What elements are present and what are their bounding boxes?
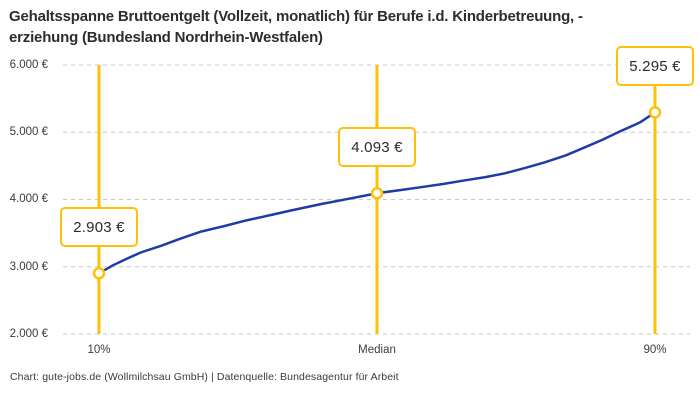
chart-title: Gehaltsspanne Bruttoentgelt (Vollzeit, m… [9, 6, 689, 48]
x-axis-tick-90pct: 90% [643, 344, 667, 356]
x-axis-tick-median: Median [358, 344, 396, 356]
chart-title-line-1: Gehaltsspanne Bruttoentgelt (Vollzeit, m… [9, 8, 583, 25]
y-axis-tick-3000: 3.000 € [9, 261, 48, 273]
value-label-10pct: 2.903 € [60, 207, 138, 248]
value-label-median: 4.093 € [338, 127, 416, 168]
y-axis-tick-5000: 5.000 € [9, 126, 48, 138]
data-point-marker [92, 267, 106, 280]
chart-title-line-2: erziehung (Bundesland Nordrhein-Westfale… [9, 29, 323, 46]
data-point-marker [370, 186, 384, 200]
chart-credit: Chart: gute-jobs.de (Wollmilchsau GmbH) … [10, 371, 399, 383]
y-axis-tick-6000: 6.000 € [9, 59, 48, 71]
data-point-marker [648, 106, 662, 119]
y-axis-tick-2000: 2.000 € [9, 328, 48, 340]
y-axis-tick-4000: 4.000 € [9, 193, 48, 205]
value-label-90pct: 5.295 € [616, 46, 694, 87]
x-axis-tick-10pct: 10% [87, 344, 111, 356]
